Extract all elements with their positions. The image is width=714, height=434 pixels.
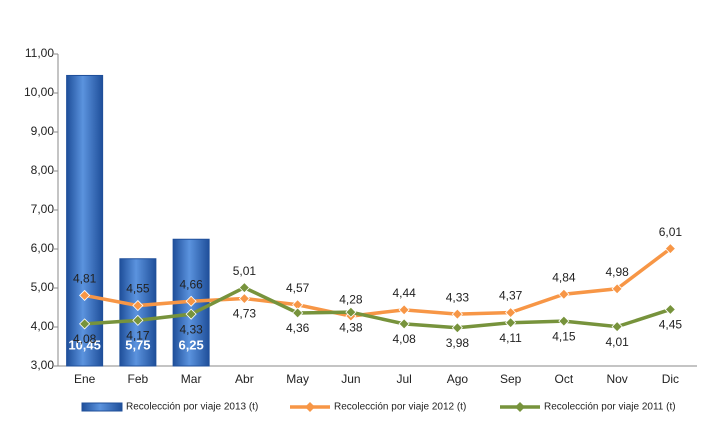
line-value-label: 4,01 bbox=[605, 335, 629, 349]
line-value-label: 4,81 bbox=[73, 272, 97, 286]
x-tick-label: May bbox=[286, 372, 309, 386]
legend-swatch bbox=[81, 402, 123, 412]
bar-value-label: 6,25 bbox=[178, 337, 203, 352]
x-tick-label: Ene bbox=[74, 372, 96, 386]
y-tick-label: 4,00 bbox=[31, 319, 55, 333]
line-marker bbox=[79, 318, 91, 330]
line-value-label: 4,08 bbox=[392, 332, 416, 346]
bar-value-label: 10,45 bbox=[68, 337, 101, 352]
y-tick-label: 7,00 bbox=[31, 202, 55, 216]
line-marker bbox=[132, 299, 144, 312]
line-marker bbox=[611, 321, 623, 333]
line-marker bbox=[664, 243, 676, 255]
line-value-label: 4,08 bbox=[73, 332, 97, 346]
line-value-label: 4,33 bbox=[446, 290, 470, 304]
line-value-label: 4,45 bbox=[659, 318, 683, 332]
line-marker bbox=[611, 283, 623, 295]
y-tick-label: 6,00 bbox=[31, 241, 55, 255]
line-marker bbox=[238, 282, 250, 294]
line-marker bbox=[238, 292, 250, 305]
line-value-label: 4,15 bbox=[552, 329, 576, 343]
line-value-label: 3,98 bbox=[446, 336, 470, 350]
line-value-label: 6,01 bbox=[659, 225, 683, 239]
line-marker bbox=[79, 289, 91, 301]
x-tick-label: Mar bbox=[181, 372, 202, 386]
line-marker bbox=[451, 322, 463, 334]
legend-label: Recolección por viaje 2012 (t) bbox=[334, 402, 466, 413]
line bbox=[84, 285, 671, 330]
line-marker bbox=[558, 288, 570, 300]
line-marker bbox=[185, 295, 197, 307]
bar-value-label: 5,75 bbox=[125, 337, 150, 352]
line-value-label: 4,84 bbox=[552, 270, 576, 284]
x-tick-label: Sep bbox=[500, 372, 522, 386]
line-marker bbox=[398, 304, 410, 316]
line-value-label: 4,17 bbox=[126, 329, 150, 343]
x-tick-label: Jun bbox=[341, 372, 360, 386]
line-value-label: 4,28 bbox=[339, 292, 363, 306]
x-tick-label: Jul bbox=[396, 372, 411, 386]
y-tick-label: 8,00 bbox=[31, 163, 55, 177]
line-value-label: 4,55 bbox=[126, 282, 150, 296]
legend-marker bbox=[515, 402, 525, 412]
line-value-label: 4,37 bbox=[499, 289, 523, 303]
line-value-label: 5,01 bbox=[233, 264, 257, 278]
line-marker bbox=[132, 314, 144, 326]
x-tick-label: Nov bbox=[606, 372, 627, 386]
line-marker bbox=[558, 315, 570, 327]
bar bbox=[119, 258, 157, 367]
line-marker bbox=[398, 318, 410, 330]
line-value-label: 4,11 bbox=[499, 331, 522, 345]
line-marker bbox=[292, 307, 304, 319]
legend-label: Recolección por viaje 2011 (t) bbox=[544, 402, 676, 413]
line-marker bbox=[664, 303, 676, 316]
line bbox=[84, 247, 672, 318]
line-value-label: 4,44 bbox=[392, 286, 416, 300]
x-tick-label: Abr bbox=[235, 372, 254, 386]
bar bbox=[66, 74, 104, 367]
line-value-label: 4,98 bbox=[605, 265, 629, 279]
line-marker bbox=[505, 317, 517, 329]
x-tick-label: Dic bbox=[662, 372, 679, 386]
line-value-label: 4,38 bbox=[339, 320, 363, 334]
y-tick-label: 5,00 bbox=[31, 280, 55, 294]
line-marker bbox=[451, 308, 463, 320]
line-value-label: 4,73 bbox=[233, 307, 257, 321]
y-tick-label: 11,00 bbox=[25, 46, 54, 60]
line-value-label: 4,36 bbox=[286, 321, 310, 335]
x-tick-label: Oct bbox=[555, 372, 574, 386]
line-value-label: 4,57 bbox=[286, 281, 310, 295]
line-marker bbox=[345, 306, 357, 318]
x-tick-label: Ago bbox=[447, 372, 469, 386]
x-tick-label: Feb bbox=[128, 372, 149, 386]
line-value-label: 4,66 bbox=[179, 277, 203, 291]
legend-label: Recolección por viaje 2013 (t) bbox=[126, 402, 258, 413]
line-marker bbox=[185, 308, 197, 320]
line-marker bbox=[505, 307, 517, 319]
line-value-label: 4,33 bbox=[179, 322, 203, 336]
y-tick-label: 10,00 bbox=[24, 85, 54, 99]
y-tick-label: 3,00 bbox=[31, 358, 55, 372]
y-tick-label: 9,00 bbox=[31, 124, 55, 138]
legend-marker bbox=[305, 402, 315, 412]
